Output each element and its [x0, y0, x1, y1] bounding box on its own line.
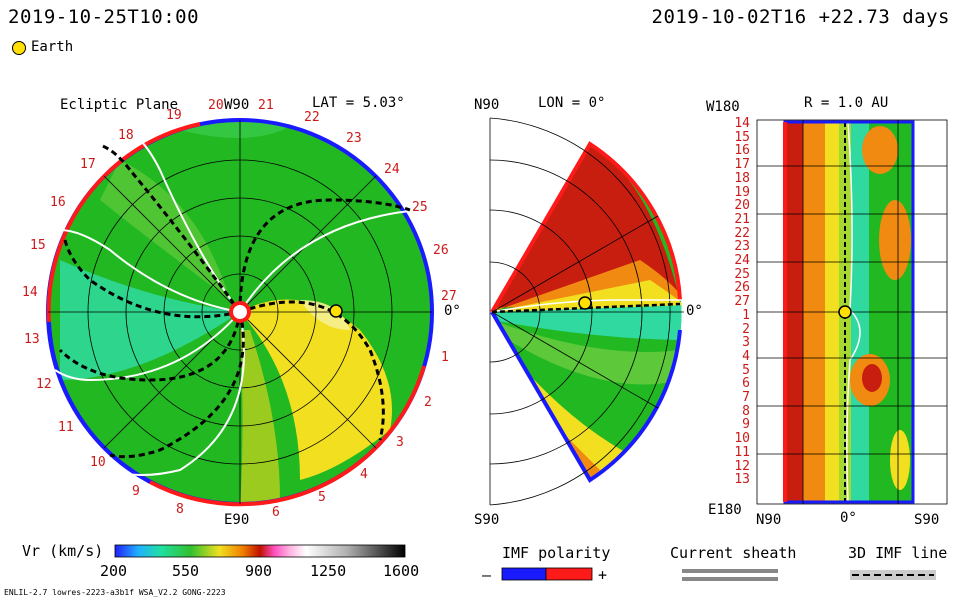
imf-positive-swatch [545, 567, 593, 581]
radial-bottom-label: 0° [840, 510, 857, 526]
radial-row-label: 5 [742, 362, 750, 378]
radial-row-label: 25 [734, 266, 750, 282]
colorbar-tick: 1250 [310, 562, 347, 580]
imf-minus-label: – [482, 566, 492, 584]
ecliptic-tick: 26 [433, 243, 449, 258]
meridional-right-label: 0° [686, 303, 703, 319]
radial-row-label: 23 [734, 239, 750, 255]
ecliptic-plot [46, 118, 434, 507]
meridional-lon: LON = 0° [538, 95, 606, 111]
radial-row-label: 17 [734, 157, 750, 173]
ecliptic-tick: 14 [22, 285, 38, 300]
ecliptic-tick: 25 [412, 200, 428, 215]
colorbar-tick: 900 [245, 562, 273, 580]
radial-row-label: 12 [734, 458, 750, 474]
radial-plot [756, 119, 948, 505]
ecliptic-tick: 15 [30, 238, 46, 253]
ecliptic-title: Ecliptic Plane [60, 97, 179, 113]
radial-row-label: 20 [734, 198, 750, 214]
radial-row-label: 18 [734, 170, 750, 186]
radial-row-label: 3 [742, 335, 750, 351]
meridional-top-label: N90 [474, 97, 500, 113]
radial-title: R = 1.0 AU [804, 95, 889, 111]
run-time: 2019-10-25T10:00 [8, 6, 200, 28]
ecliptic-top-label: W90 [224, 97, 250, 113]
imf-plus-label: + [598, 566, 608, 584]
model-info-footer: ENLIL-2.7 lowres-2223-a3b1f WSA_V2.2 GON… [4, 588, 226, 597]
ecliptic-tick: 16 [50, 195, 66, 210]
radial-row-label: 13 [734, 472, 750, 488]
colorbar-label: Vr (km/s) [22, 542, 104, 560]
ecliptic-tick: 8 [176, 502, 184, 517]
radial-bottom-label: N90 [756, 512, 782, 528]
ecliptic-tick: 9 [132, 484, 140, 499]
radial-bottom-left: E180 [708, 502, 742, 518]
radial-row-label: 6 [742, 376, 750, 392]
ecliptic-tick: 12 [36, 377, 52, 392]
earth-legend-label: Earth [31, 39, 74, 55]
ecliptic-tick: 19 [166, 108, 182, 123]
current-sheath-swatch [682, 569, 778, 581]
radial-row-label: 10 [734, 431, 750, 447]
ecliptic-tick: 11 [58, 420, 74, 435]
imf-polarity-title: IMF polarity [502, 544, 611, 562]
ecliptic-tick: 4 [360, 467, 368, 482]
radial-row-label: 27 [734, 294, 750, 310]
ecliptic-lat: LAT = 5.03° [312, 95, 405, 111]
ecliptic-tick: 22 [304, 110, 320, 125]
radial-row-label: 24 [734, 253, 750, 269]
ecliptic-tick: 20 [208, 98, 224, 113]
radial-row-label: 16 [734, 143, 750, 159]
ecliptic-tick: 27 [441, 289, 457, 304]
current-sheath-title: Current sheath [670, 544, 797, 562]
radial-row-label: 19 [734, 184, 750, 200]
radial-bottom-label: S90 [914, 512, 940, 528]
colorbar-tick: 550 [172, 562, 200, 580]
imf-line-swatch [850, 570, 936, 580]
ecliptic-tick: 23 [346, 131, 362, 146]
radial-row-label: 7 [742, 390, 750, 406]
ecliptic-tick: 5 [318, 490, 326, 505]
earth-marker-ecliptic [329, 304, 343, 318]
ecliptic-tick: 3 [396, 435, 404, 450]
earth-marker-radial [838, 305, 852, 319]
colorbar-tick: 1600 [383, 562, 420, 580]
earth-marker-meridional [578, 296, 592, 310]
radial-row-label: 1 [742, 307, 750, 323]
ecliptic-tick: 24 [384, 162, 400, 177]
radial-row-label: 8 [742, 403, 750, 419]
radial-row-label: 11 [734, 444, 750, 460]
radial-row-labels: 14 15 16 17 18 19 20 21 22 23 24 25 26 27 1 2 3 4 5 6 7 8 9 10 1… [722, 117, 750, 487]
imf-negative-swatch [501, 567, 547, 581]
ecliptic-bottom-label: E90 [224, 512, 250, 528]
radial-row-label: 9 [742, 417, 750, 433]
ecliptic-tick: 1 [441, 350, 449, 365]
radial-row-label: 14 [734, 116, 750, 131]
earth-legend-icon [12, 41, 26, 55]
ecliptic-tick: 17 [80, 157, 96, 172]
radial-top-left: W180 [706, 99, 740, 115]
ecliptic-right-label: 0° [444, 303, 461, 319]
radial-row-label: 15 [734, 129, 750, 145]
radial-row-label: 22 [734, 225, 750, 241]
radial-row-label: 4 [742, 348, 750, 364]
ecliptic-tick: 18 [118, 128, 134, 143]
reference-time: 2019-10-02T16 +22.73 days [651, 6, 950, 28]
ecliptic-tick: 21 [258, 98, 274, 113]
radial-row-label: 26 [734, 280, 750, 296]
radial-row-label: 21 [734, 211, 750, 227]
imf-line-title: 3D IMF line [848, 544, 948, 562]
meridional-plot [489, 117, 690, 506]
radial-row-label: 2 [742, 321, 750, 337]
colorbar-tick: 200 [100, 562, 128, 580]
meridional-bottom-label: S90 [474, 512, 500, 528]
ecliptic-tick: 2 [424, 395, 432, 410]
vr-colorbar [114, 544, 406, 558]
ecliptic-tick: 13 [24, 332, 40, 347]
ecliptic-tick: 6 [272, 505, 280, 520]
ecliptic-tick: 10 [90, 455, 106, 470]
